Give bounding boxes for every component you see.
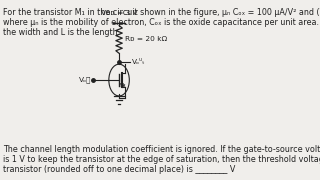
Text: Vₒᵁₜ: Vₒᵁₜ <box>132 59 145 65</box>
Text: where μₙ is the mobility of electron, Cₒₓ is the oxide capacitance per unit area: where μₙ is the mobility of electron, Cₒ… <box>3 18 320 27</box>
Text: M₁: M₁ <box>118 83 125 87</box>
Text: the width and L is the length.: the width and L is the length. <box>3 28 120 37</box>
Text: Rᴅ = 20 kΩ: Rᴅ = 20 kΩ <box>125 36 167 42</box>
Text: Vₒ⸪: Vₒ⸪ <box>78 77 91 83</box>
Text: transistor (rounded off to one decimal place) is ________ V: transistor (rounded off to one decimal p… <box>3 165 236 174</box>
Text: The channel length modulation coefficient is ignored. If the gate-to-source volt: The channel length modulation coefficien… <box>3 145 320 154</box>
Text: Vᴅᴅ = 3 V: Vᴅᴅ = 3 V <box>101 10 137 16</box>
Text: For the transistor M₁ in the circuit shown in the figure, μₙ Cₒₓ = 100 μA/V² and: For the transistor M₁ in the circuit sho… <box>3 8 320 17</box>
Text: is 1 V to keep the transistor at the edge of saturation, then the threshold volt: is 1 V to keep the transistor at the edg… <box>3 155 320 164</box>
